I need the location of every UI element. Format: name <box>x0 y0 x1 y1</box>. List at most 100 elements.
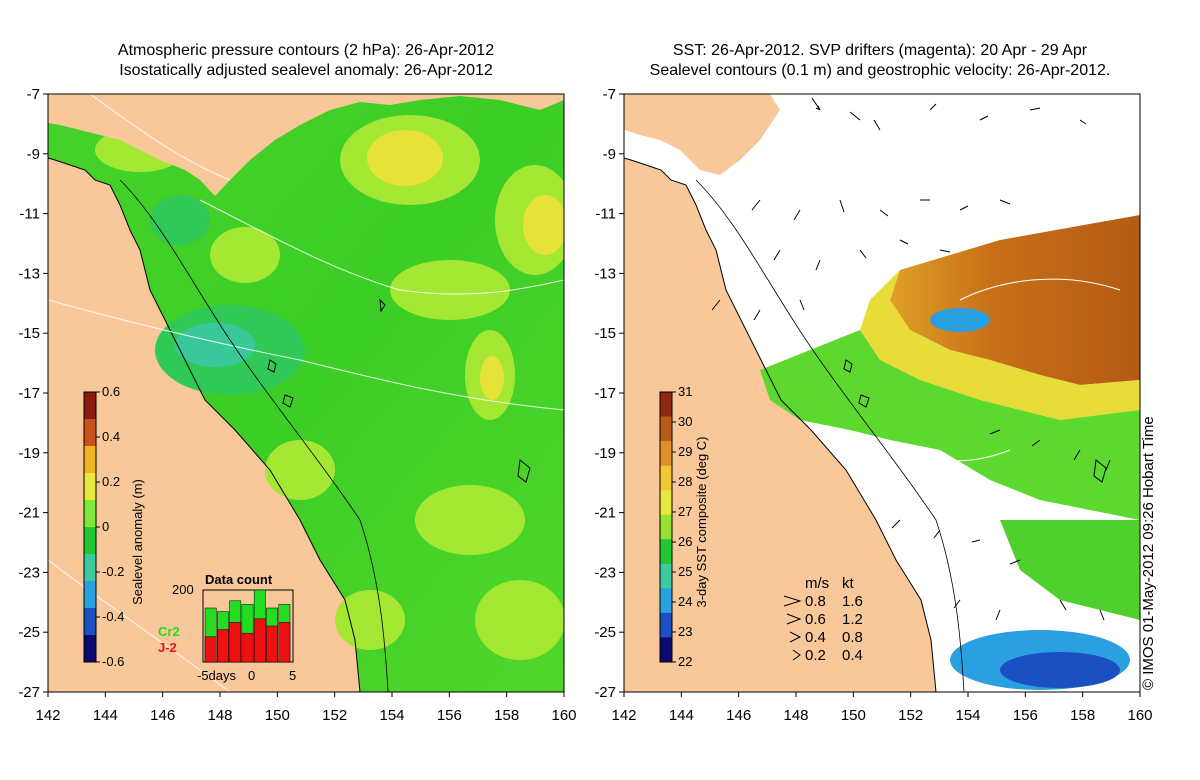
sst-colorbar-swatch <box>660 539 672 565</box>
right-lon-label: 154 <box>955 707 980 724</box>
left-png-land <box>48 94 564 196</box>
sealevel-colorbar-swatch <box>84 554 96 582</box>
sst-colorbar-label: 3-day SST composite (deg C) <box>694 437 709 608</box>
hist-axis-label-mid: 0 <box>248 668 255 683</box>
sealevel-colorbar-tick-label: 0.4 <box>102 429 120 444</box>
left-lat-label: -27 <box>18 684 40 701</box>
pressure-contour <box>48 559 231 692</box>
right-lat-label: -19 <box>594 445 616 462</box>
left-lon-label: 158 <box>494 707 519 724</box>
left-lat-label: -25 <box>18 624 40 641</box>
data-count-bar-j-2 <box>253 618 266 663</box>
geostrophic-velocity-arrows <box>711 97 1111 621</box>
right-lat-label: -21 <box>594 505 616 522</box>
data-count-title: Data count <box>205 572 273 587</box>
anomaly-blob <box>265 440 335 500</box>
right-lat-label: -15 <box>594 325 616 342</box>
reef-outline <box>843 359 1107 483</box>
velocity-legend-ms: 0.4 <box>805 629 826 646</box>
sst-colorbar-tick-label: 29 <box>678 444 692 459</box>
sealevel-colorbar-label: Sealevel anomaly (m) <box>130 479 145 605</box>
velocity-legend-arrow <box>792 649 801 661</box>
right-lat-label: -23 <box>594 564 616 581</box>
sealevel-colorbar-swatch <box>84 500 96 528</box>
sealevel-colorbar-tick-label: -0.6 <box>102 654 124 669</box>
right-lon-label: 158 <box>1070 707 1095 724</box>
sealevel-colorbar-swatch <box>84 392 96 420</box>
sst-colorbar-frame <box>659 391 673 663</box>
sealevel-contour <box>879 439 1011 462</box>
left-lat-label: -7 <box>27 86 40 103</box>
sealevel-colorbar-swatch <box>84 608 96 636</box>
data-count-bar-j-2 <box>229 622 242 663</box>
sst-colorbar-tick-label: 25 <box>678 564 692 579</box>
sealevel-colorbar-swatch <box>84 581 96 609</box>
right-png-land <box>624 94 780 175</box>
left-lon-label: 144 <box>93 707 118 724</box>
left-lat-axis: -7 -9 -11 -13 -15 -17 -19 -21 -23 -25 -27 <box>18 86 48 701</box>
left-title-line1: Atmospheric pressure contours (2 hPa): 2… <box>117 42 495 59</box>
data-count-bar-j-2 <box>217 629 229 663</box>
left-lat-label: -11 <box>19 206 40 223</box>
sst-colorbar-swatch <box>660 490 672 516</box>
right-lon-label: 152 <box>898 707 923 724</box>
velocity-legend: m/s kt 0.8 1.60.6 1.20.4 0.80.2 0.4 <box>783 575 863 664</box>
right-title-line2: Sealevel contours (0.1 m) and geostrophi… <box>649 62 1111 79</box>
velocity-legend-kt: 1.6 <box>842 593 863 610</box>
velocity-legend-arrow <box>786 613 802 625</box>
sealevel-colorbar-tick-label: -0.4 <box>102 609 124 624</box>
sst-colorbar-tick-label: 27 <box>678 504 692 519</box>
sealevel-colorbar-tick-label: 0.2 <box>102 474 120 489</box>
right-lat-label: -27 <box>594 684 616 701</box>
right-lat-label: -17 <box>594 385 616 402</box>
anomaly-blob <box>210 227 280 283</box>
sst-colorbar-swatch <box>660 392 672 418</box>
left-lat-label: -23 <box>18 564 40 581</box>
anomaly-blob <box>523 195 564 255</box>
sealevel-colorbar-tick-label: -0.2 <box>102 564 124 579</box>
left-lon-label: 156 <box>437 707 462 724</box>
velocity-legend-arrow <box>783 595 802 607</box>
right-title-line1: SST: 26-Apr-2012. SVP drifters (magenta)… <box>672 42 1088 59</box>
right-lat-axis: -7 -9 -11 -13 -15 -17 -19 -21 -23 -25 -27 <box>594 86 624 701</box>
hist-axis-label-end: 5 <box>289 668 296 683</box>
bathymetry-contour <box>119 179 389 692</box>
anomaly-blob <box>475 580 564 660</box>
right-lat-label: -13 <box>594 265 616 282</box>
sst-colorbar-swatch <box>660 637 672 663</box>
sst-colorbar-tick-label: 28 <box>678 474 692 489</box>
right-lat-label: -9 <box>603 146 616 163</box>
sst-colorbar-swatch <box>660 612 672 638</box>
sst-colorbar-swatch <box>660 441 672 467</box>
left-lon-label: 142 <box>35 707 60 724</box>
sst-colorbar-swatch <box>660 563 672 589</box>
anomaly-blob <box>415 485 525 555</box>
left-title-line2: Isostatically adjusted sealevel anomaly:… <box>119 62 493 79</box>
right-lat-label: -25 <box>594 624 616 641</box>
data-count-histogram: Data count 200 Cr2 J-2 -5days 0 5 <box>158 572 296 683</box>
anomaly-blob <box>175 323 255 367</box>
sealevel-colorbar-swatch <box>84 635 96 663</box>
right-lat-label: -7 <box>603 86 616 103</box>
right-lon-label: 150 <box>841 707 866 724</box>
anomaly-blob <box>150 195 210 245</box>
sealevel-colorbar-tick-label: 0 <box>102 519 109 534</box>
anomaly-blob <box>480 356 504 400</box>
left-lon-label: 150 <box>265 707 290 724</box>
data-count-bar-j-2 <box>241 632 254 663</box>
sst-colorbar-swatch <box>660 588 672 614</box>
right-lon-label: 156 <box>1013 707 1038 724</box>
sst-colorbar-swatch <box>660 465 672 491</box>
velocity-legend-ms: 0.2 <box>805 647 826 664</box>
sealevel-colorbar-swatch <box>84 473 96 501</box>
right-lon-label: 160 <box>1127 707 1152 724</box>
sealevel-colorbar-tick-label: 0.6 <box>102 384 120 399</box>
left-coastline <box>48 157 361 692</box>
anomaly-blob <box>335 590 405 650</box>
anomaly-blob <box>390 260 510 320</box>
sst-green-band <box>760 330 1140 520</box>
data-count-bar-j-2 <box>204 636 217 663</box>
right-lon-axis: 142 144 146 148 150 152 154 156 158 160 <box>611 692 1153 724</box>
right-lon-label: 146 <box>726 707 751 724</box>
